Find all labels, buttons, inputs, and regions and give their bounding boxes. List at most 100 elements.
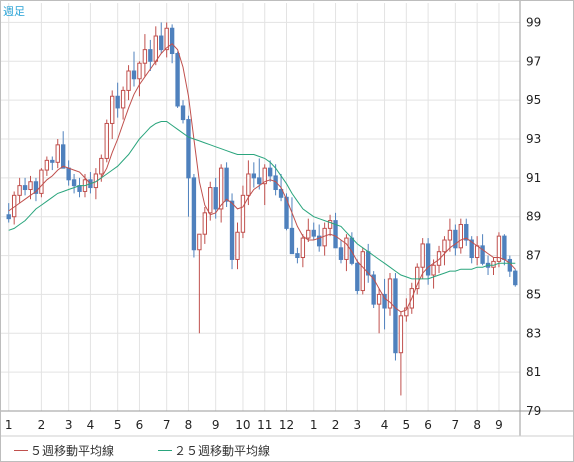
y-tick-label: 81 <box>526 365 541 379</box>
candle-body <box>159 35 164 51</box>
y-tick-label: 83 <box>526 326 541 340</box>
x-tick-label: 1 <box>5 418 13 432</box>
legend-swatch-ma5 <box>14 450 28 451</box>
candle-body <box>513 270 518 286</box>
candle-body <box>137 62 142 80</box>
legend-item-ma25: ２５週移動平均線 <box>158 442 270 459</box>
x-tick-label: 2 <box>38 418 46 432</box>
candle-body <box>148 49 153 62</box>
candle-body <box>420 243 425 268</box>
candle-body <box>496 235 502 262</box>
x-tick-label: 5 <box>403 418 411 432</box>
candles-layer <box>6 22 518 396</box>
candle-body <box>453 229 458 249</box>
candle-body <box>322 227 327 247</box>
candle-body <box>169 27 175 55</box>
candle-body <box>491 260 496 268</box>
x-tick-label: 2 <box>332 418 340 432</box>
candle-body <box>126 70 131 91</box>
x-tick-label: 8 <box>185 418 193 432</box>
x-tick-label: 7 <box>452 418 460 432</box>
candle-body <box>355 262 360 292</box>
x-tick-label: 6 <box>136 418 144 432</box>
candle-body <box>104 122 109 159</box>
candle-body <box>186 119 191 179</box>
candle-body <box>376 293 382 305</box>
candle-body <box>502 235 507 260</box>
x-tick-label: 4 <box>87 418 95 432</box>
candle-body <box>39 169 44 194</box>
candle-body <box>262 167 267 185</box>
y-tick-label: 87 <box>526 249 541 263</box>
candle-body <box>197 233 202 251</box>
y-tick-label: 79 <box>526 404 541 418</box>
candle-body <box>425 243 431 276</box>
y-tick-label: 93 <box>526 132 541 146</box>
candle-body <box>469 239 474 259</box>
candle-body <box>284 196 289 229</box>
legend-item-ma5: ５週移動平均線 <box>14 442 114 459</box>
y-tick-label: 97 <box>526 54 541 68</box>
grid-layer <box>0 3 520 412</box>
candle-body <box>415 266 420 290</box>
candle-body <box>393 278 398 354</box>
x-tick-label: 1 <box>310 418 318 432</box>
x-tick-label: 12 <box>279 418 294 432</box>
candle-body <box>442 239 447 253</box>
y-tick-label: 99 <box>526 15 541 29</box>
x-tick-label: 5 <box>114 418 122 432</box>
candle-body <box>153 35 158 62</box>
candle-body <box>6 214 11 220</box>
candle-body <box>202 212 207 235</box>
candle-body <box>235 231 240 260</box>
x-tick-label: 6 <box>424 418 432 432</box>
candle-body <box>44 159 50 171</box>
legend-label-ma25: ２５週移動平均線 <box>174 444 271 458</box>
candle-body <box>22 185 28 191</box>
candle-body <box>213 187 218 210</box>
candle-body <box>447 229 453 241</box>
x-axis-ticks: 1 2 3 4 5 6 7 8 9 10 11 12 1 2 3 4 5 6 7 8 9 <box>5 418 503 432</box>
candle-body <box>224 167 229 202</box>
candle-body <box>175 53 180 107</box>
candle-body <box>115 95 120 109</box>
candle-body <box>311 229 316 237</box>
candle-body <box>33 181 39 194</box>
x-tick-label: 9 <box>212 418 220 432</box>
candle-body <box>191 177 197 251</box>
candle-body <box>142 49 148 64</box>
candle-body <box>229 200 235 260</box>
candle-body <box>360 251 365 292</box>
candle-body <box>278 189 284 198</box>
candle-body <box>338 247 344 260</box>
candle-body <box>110 95 115 124</box>
candle-body <box>404 307 409 317</box>
candle-body <box>382 293 387 309</box>
candle-body <box>131 70 137 80</box>
candle-body <box>251 173 257 179</box>
candle-body <box>273 175 278 191</box>
candle-body <box>295 253 300 259</box>
candle-body <box>480 245 485 264</box>
y-tick-label: 95 <box>526 93 541 107</box>
x-tick-label: 9 <box>495 418 503 432</box>
candle-body <box>436 251 442 266</box>
candle-body <box>66 167 71 181</box>
candle-body <box>240 194 246 233</box>
candle-body <box>218 167 224 210</box>
candle-body <box>458 223 463 249</box>
candle-body <box>71 179 77 187</box>
candle-body <box>474 245 480 259</box>
candle-body <box>300 237 306 259</box>
candle-body <box>387 278 393 309</box>
candle-body <box>246 173 251 196</box>
x-tick-label: 8 <box>473 418 481 432</box>
candle-body <box>327 220 333 229</box>
x-tick-label: 11 <box>257 418 272 432</box>
candle-body <box>180 105 186 121</box>
candle-body <box>257 177 262 185</box>
candle-body <box>464 223 469 241</box>
candle-body <box>267 167 273 177</box>
y-tick-label: 91 <box>526 171 541 185</box>
